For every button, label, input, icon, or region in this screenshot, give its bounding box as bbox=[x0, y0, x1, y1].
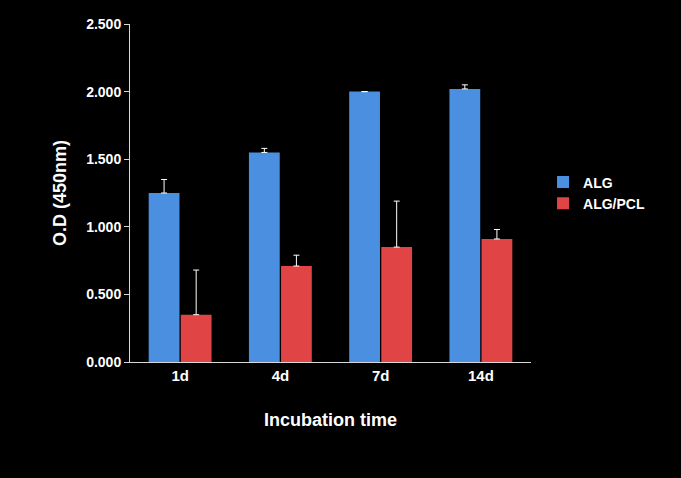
svg-text:0.000: 0.000 bbox=[86, 354, 121, 370]
svg-text:14d: 14d bbox=[468, 367, 494, 384]
svg-text:1.500: 1.500 bbox=[86, 151, 121, 167]
svg-text:0.500: 0.500 bbox=[86, 286, 121, 302]
svg-text:7d: 7d bbox=[372, 367, 390, 384]
svg-text:4d: 4d bbox=[272, 367, 290, 384]
svg-text:ALG/PCL: ALG/PCL bbox=[583, 196, 645, 212]
svg-text:ALG: ALG bbox=[583, 175, 613, 191]
svg-text:1.000: 1.000 bbox=[86, 219, 121, 235]
svg-text:1d: 1d bbox=[171, 367, 189, 384]
svg-text:O.D (450nm): O.D (450nm) bbox=[50, 140, 70, 246]
svg-text:2.500: 2.500 bbox=[86, 16, 121, 32]
svg-text:Incubation time: Incubation time bbox=[264, 410, 397, 430]
svg-text:2.000: 2.000 bbox=[86, 84, 121, 100]
